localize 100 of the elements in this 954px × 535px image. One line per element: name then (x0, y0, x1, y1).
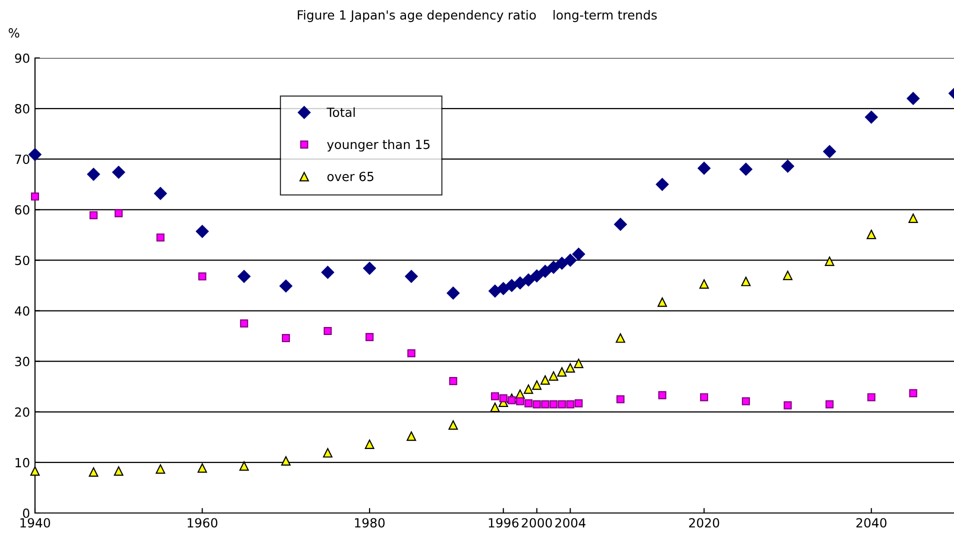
point (698, 162, 711, 175)
point (550, 400, 558, 408)
legend-label: Total (326, 107, 355, 118)
point (739, 162, 752, 176)
point (446, 286, 460, 300)
point (514, 276, 527, 290)
point (516, 397, 524, 406)
y-tick-label: 20 (15, 407, 30, 417)
point (784, 401, 792, 410)
x-tick-label: 1940 (20, 518, 50, 528)
point (448, 420, 458, 430)
point (156, 233, 164, 242)
point (548, 371, 558, 381)
point (323, 448, 332, 458)
point (508, 396, 516, 404)
point (555, 256, 568, 270)
x-tick-label: 1960 (188, 518, 218, 528)
point (488, 284, 502, 298)
point (490, 402, 500, 412)
point (541, 400, 550, 408)
point (538, 264, 552, 278)
point (407, 349, 416, 358)
point (114, 466, 124, 476)
point (490, 392, 500, 400)
point (530, 269, 544, 282)
point (281, 456, 291, 466)
y-tick-label: 70 (15, 154, 30, 164)
point (906, 92, 920, 105)
point (867, 393, 876, 402)
point (198, 272, 206, 280)
point (700, 393, 708, 402)
point (909, 389, 918, 398)
point (566, 400, 574, 408)
y-tick-label: 80 (15, 104, 30, 114)
x-tick-label: 2000 (522, 518, 552, 528)
point (824, 256, 834, 266)
point (90, 211, 98, 220)
point (616, 333, 626, 343)
point (532, 400, 541, 408)
point (547, 260, 560, 274)
point (558, 400, 566, 408)
point (499, 394, 508, 402)
point (30, 192, 40, 201)
y-tick-label: 50 (15, 256, 30, 266)
point (908, 214, 918, 223)
point (699, 279, 709, 289)
legend-label: over 65 (327, 172, 374, 182)
point (366, 333, 374, 342)
point (449, 377, 458, 386)
y-tick-label: 10 (16, 458, 30, 468)
point (196, 224, 209, 238)
point (557, 367, 567, 377)
x-tick-label: 2040 (856, 518, 886, 528)
point (783, 270, 792, 280)
point (406, 431, 416, 441)
point (282, 334, 290, 342)
point (524, 384, 534, 394)
point (279, 280, 292, 292)
y-tick-label: 90 (15, 53, 30, 63)
point (826, 400, 834, 408)
point (742, 397, 750, 406)
point (574, 358, 584, 368)
point (363, 262, 376, 275)
x-tick-label: 2020 (689, 518, 720, 528)
point (154, 187, 167, 200)
point (404, 270, 418, 283)
point (574, 399, 583, 408)
point (496, 282, 510, 295)
point (156, 464, 166, 474)
point (540, 375, 550, 385)
point (616, 395, 624, 404)
point (656, 178, 669, 191)
point (566, 363, 575, 373)
point (239, 461, 249, 471)
y-tick-label: 0 (23, 508, 30, 518)
point (28, 148, 42, 162)
chart-title: Figure 1 Japan's age dependency ratio long-term trends (298, 10, 657, 22)
point (240, 319, 248, 328)
y-tick-label: 60 (15, 205, 30, 215)
point (781, 160, 794, 173)
legend-label: younger than 15 (327, 139, 430, 152)
point (614, 218, 627, 231)
point (741, 276, 751, 286)
point (524, 399, 532, 408)
point (364, 440, 374, 449)
point (522, 273, 535, 286)
x-tick-label: 1980 (355, 518, 385, 528)
x-tick-label: 2004 (555, 518, 586, 528)
point (114, 209, 123, 218)
point (87, 168, 100, 181)
point (658, 391, 666, 400)
point (532, 380, 542, 390)
point (321, 266, 334, 279)
point (30, 466, 40, 476)
point (866, 230, 876, 240)
point (198, 463, 207, 473)
y-tick-label: 30 (15, 356, 30, 366)
point (864, 110, 878, 124)
x-tick-label: 1996 (488, 518, 518, 528)
point (88, 467, 98, 477)
